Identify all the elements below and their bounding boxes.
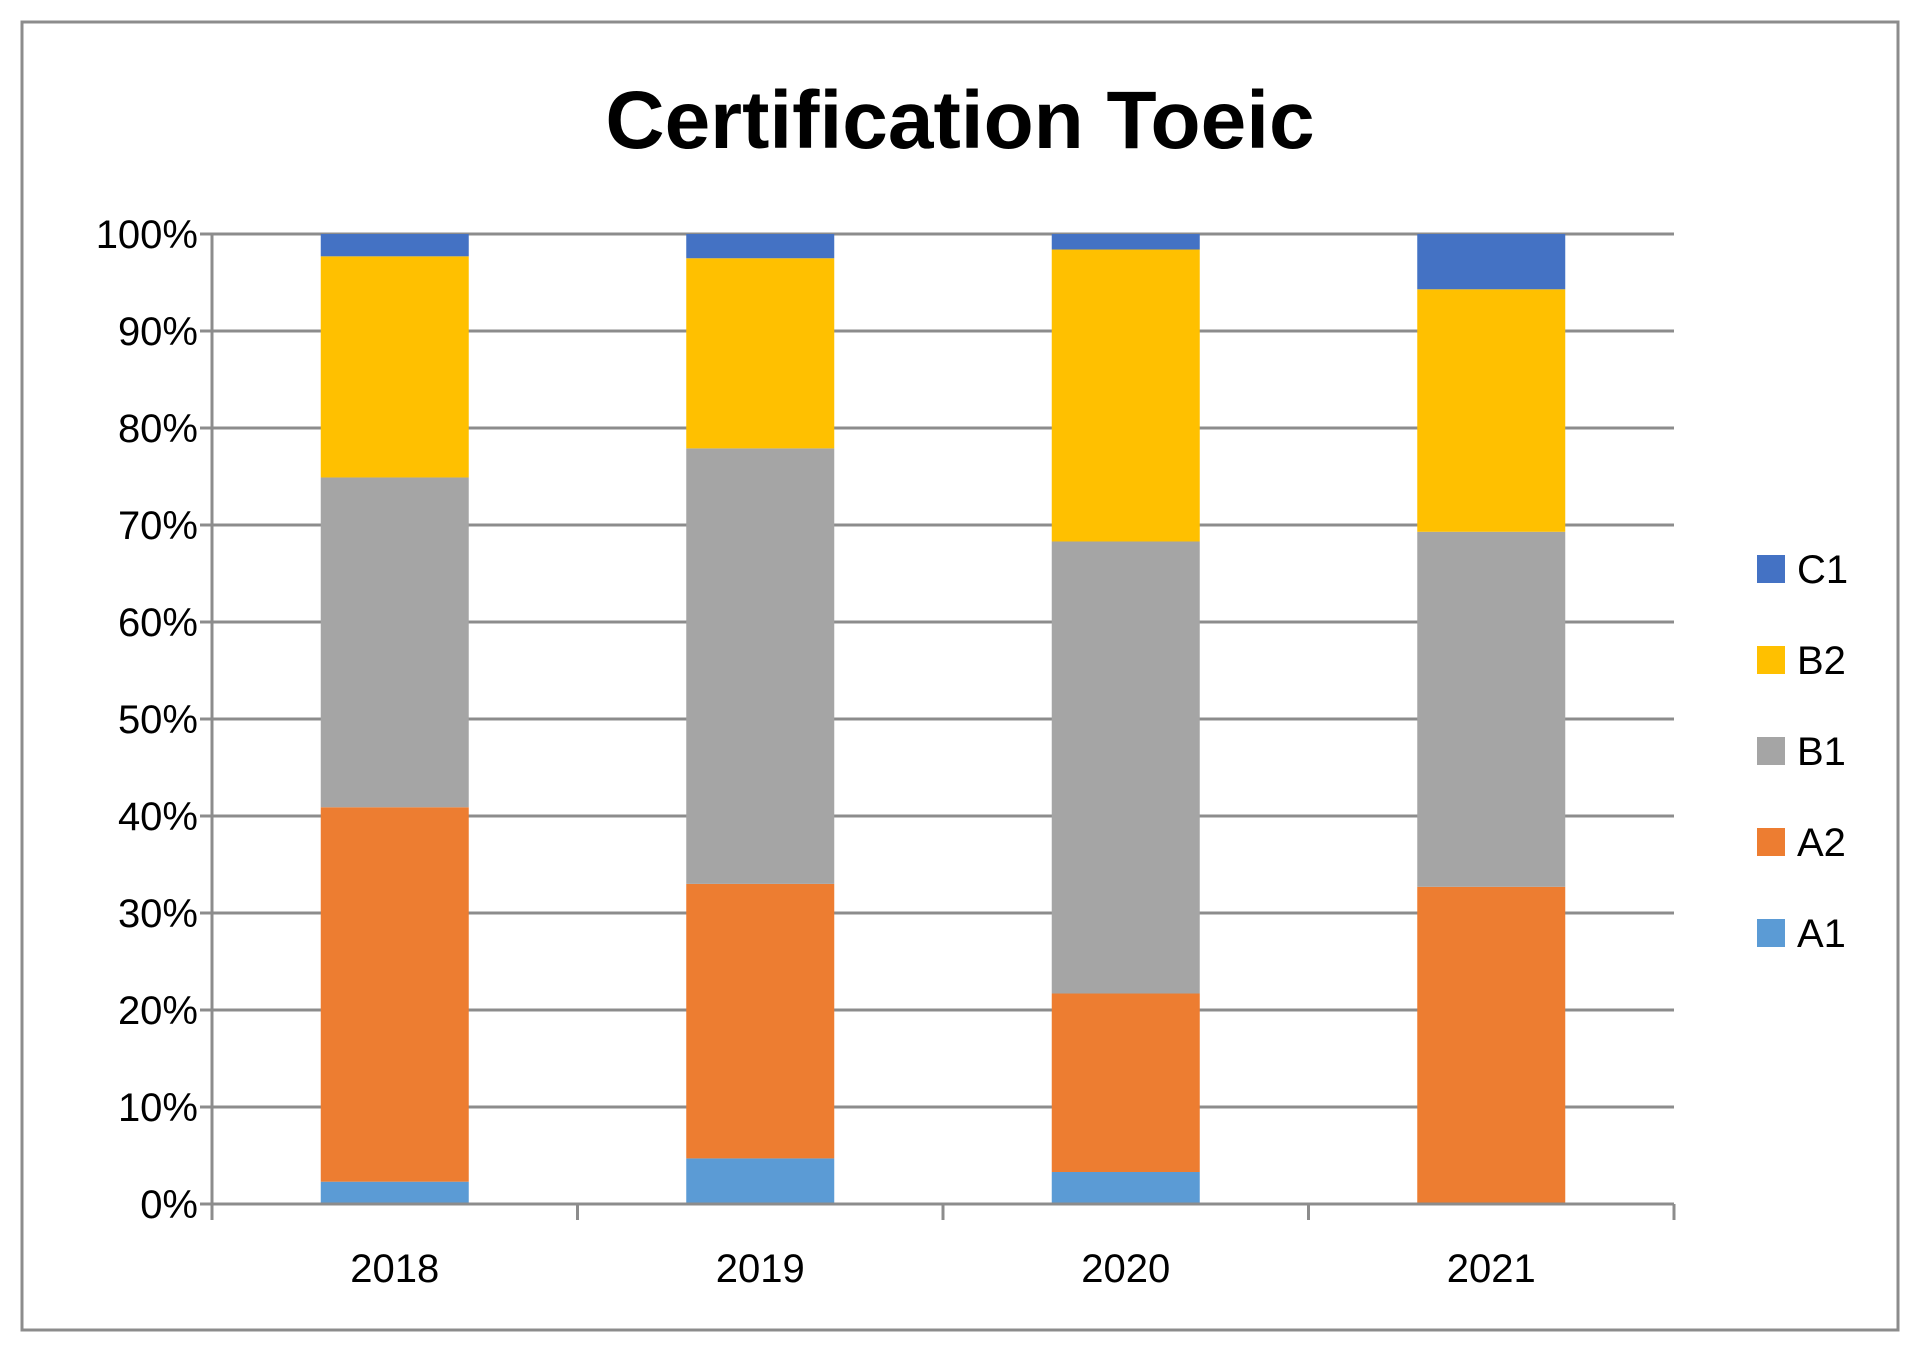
y-tick-label: 40% <box>118 795 198 839</box>
bar-segment-b1-2021 <box>1417 531 1566 887</box>
bar-segment-b2-2018 <box>320 256 469 478</box>
y-tick-label: 70% <box>118 504 198 548</box>
legend-item-b2: B2 <box>1757 639 1846 683</box>
bar-segment-b1-2019 <box>686 448 835 884</box>
bar-segment-a2-2018 <box>320 807 469 1182</box>
bar-segment-b2-2019 <box>686 258 835 449</box>
legend-swatch <box>1757 646 1785 674</box>
y-tick-label: 50% <box>118 698 198 742</box>
legend-swatch <box>1757 737 1785 765</box>
legend: C1 B2 B1 A2 A1 <box>1757 548 1848 956</box>
bar-segment-b2-2021 <box>1417 289 1566 532</box>
legend-item-c1: C1 <box>1757 548 1848 592</box>
x-tick-label: 2021 <box>1447 1247 1536 1291</box>
y-tick-label: 30% <box>118 892 198 936</box>
bar-segment-a2-2019 <box>686 883 835 1159</box>
chart-title: Certification Toeic <box>605 75 1314 166</box>
y-tick-label: 10% <box>118 1086 198 1130</box>
y-tick-label: 100% <box>96 213 198 257</box>
legend-label: B1 <box>1797 730 1846 774</box>
bar-segment-a1-2020 <box>1051 1171 1200 1204</box>
legend-label: C1 <box>1797 548 1848 592</box>
x-tick-label: 2019 <box>716 1247 805 1291</box>
x-tick-label: 2018 <box>350 1247 439 1291</box>
bar-segment-c1-2021 <box>1417 234 1566 290</box>
legend-label: A1 <box>1797 912 1846 956</box>
legend-swatch <box>1757 555 1785 583</box>
x-axis-tick-labels: 2018 2019 2020 2021 <box>350 1247 1535 1291</box>
y-tick-label: 80% <box>118 407 198 451</box>
bar-segment-a1-2018 <box>320 1181 469 1204</box>
bar-segment-c1-2018 <box>320 234 469 257</box>
y-tick-label: 0% <box>140 1183 198 1227</box>
bar-segment-b1-2018 <box>320 477 469 808</box>
legend-swatch <box>1757 919 1785 947</box>
bar-segment-a2-2020 <box>1051 993 1200 1172</box>
legend-swatch <box>1757 828 1785 856</box>
legend-item-a1: A1 <box>1757 912 1846 956</box>
bar-segment-a1-2019 <box>686 1158 835 1204</box>
chart-border <box>20 20 1900 1332</box>
y-tick-label: 20% <box>118 989 198 1033</box>
bars <box>320 234 1566 1204</box>
x-tick-label: 2020 <box>1081 1247 1170 1291</box>
legend-label: A2 <box>1797 821 1846 865</box>
bar-segment-a2-2021 <box>1417 886 1566 1204</box>
bar-segment-c1-2020 <box>1051 234 1200 250</box>
y-axis-tick-labels: 0% 10% 20% 30% 40% 50% 60% 70% 80% 90% 100% <box>96 213 198 1227</box>
legend-item-a2: A2 <box>1757 821 1846 865</box>
bar-segment-b2-2020 <box>1051 249 1200 542</box>
y-tick-label: 60% <box>118 601 198 645</box>
y-tick-label: 90% <box>118 310 198 354</box>
axes <box>200 232 1676 1220</box>
bar-segment-b1-2020 <box>1051 541 1200 994</box>
bar-segment-c1-2019 <box>686 234 835 259</box>
legend-label: B2 <box>1797 639 1846 683</box>
legend-item-b1: B1 <box>1757 730 1846 774</box>
